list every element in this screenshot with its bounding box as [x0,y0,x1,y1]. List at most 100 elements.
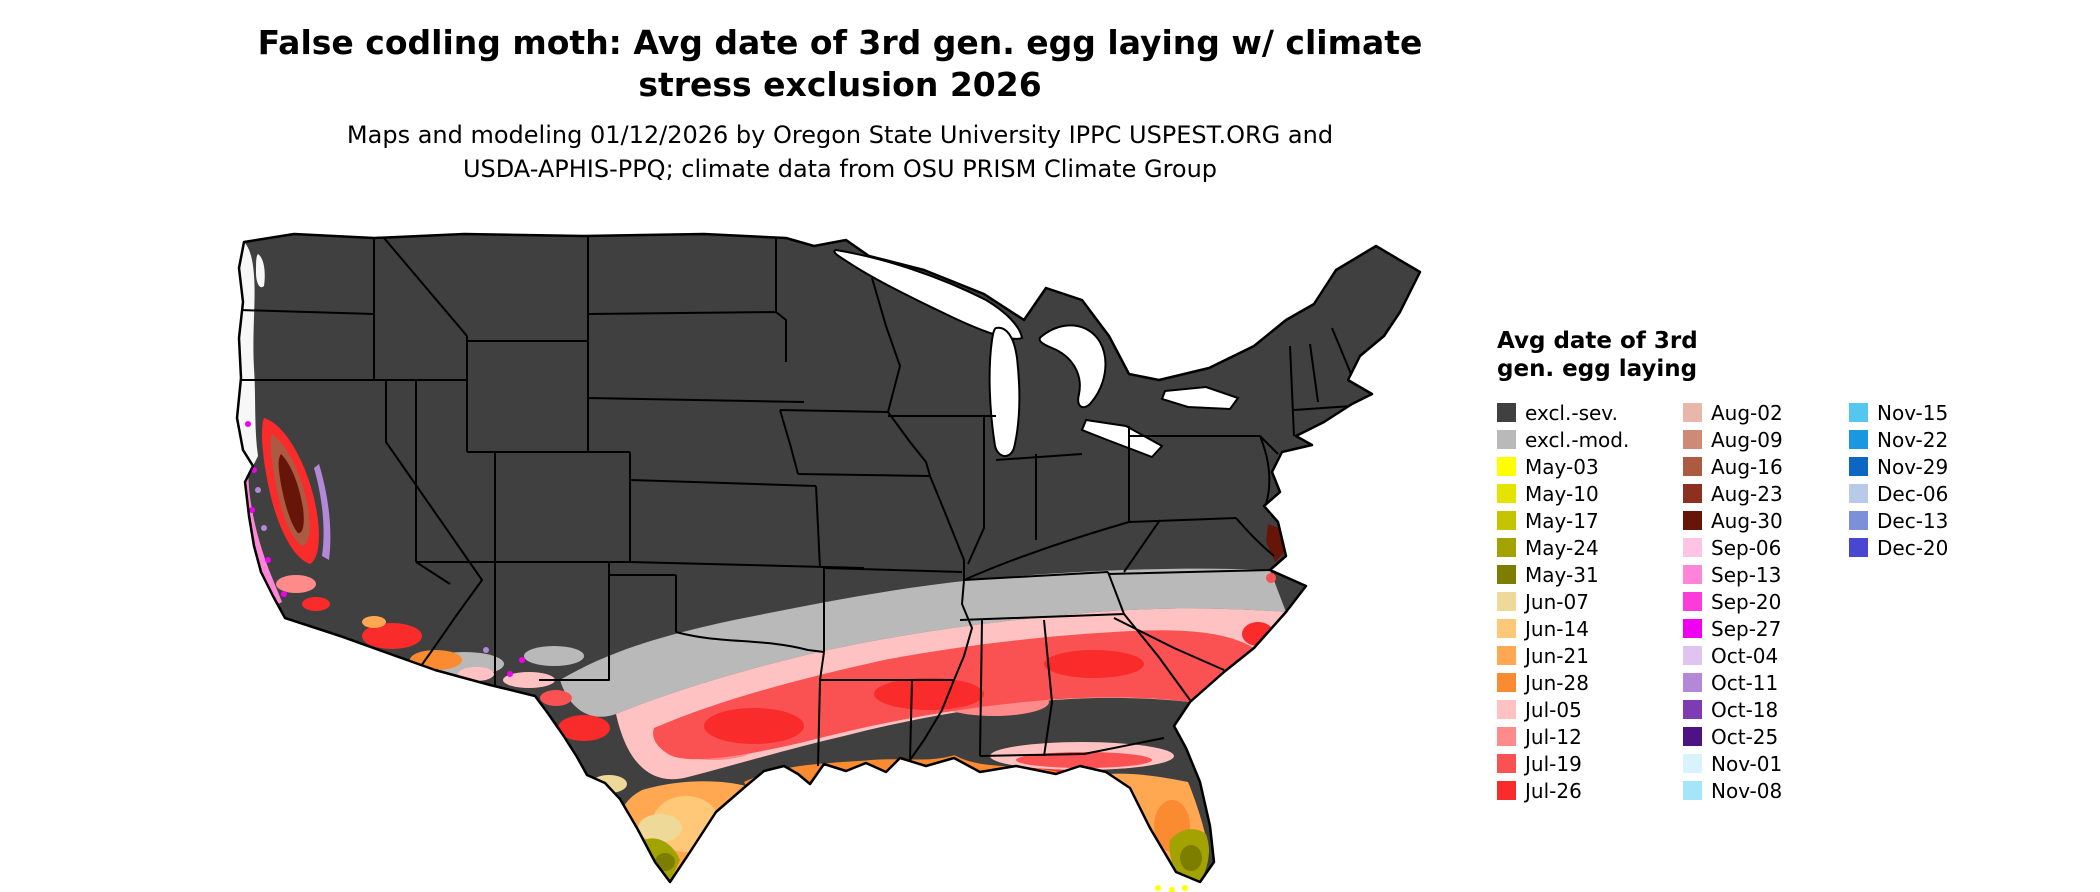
legend-item: Aug-09 [1683,426,1849,453]
map-legend: Avg date of 3rd gen. egg laying excl.-se… [1497,328,2015,804]
region-nw-coast [237,242,258,466]
legend-label: Dec-06 [1877,481,1949,506]
legend-swatch [1497,646,1516,666]
legend-item: May-17 [1497,507,1683,534]
legend-label: Jul-05 [1525,697,1582,722]
region-west-texas-jun07 [591,775,627,793]
legend-swatch [1849,511,1868,531]
legend-item: Nov-29 [1849,453,2015,480]
legend-swatch [1497,457,1516,477]
legend-label: Sep-06 [1711,535,1782,560]
legend-swatch [1497,727,1516,747]
legend-item: Jun-21 [1497,642,1683,669]
legend-item: Aug-02 [1683,399,1849,426]
figure-title: False codling moth: Avg date of 3rd gen.… [0,22,1680,106]
legend-swatch [1497,619,1516,639]
legend-label: Sep-20 [1711,589,1782,614]
legend-item: Oct-25 [1683,723,1849,750]
legend-label: Oct-25 [1711,724,1779,749]
legend-item: Aug-16 [1683,453,1849,480]
legend-swatch [1497,673,1516,693]
legend-item: Aug-30 [1683,507,1849,534]
legend-label: Oct-11 [1711,670,1779,695]
region-elpaso-jul19 [540,690,572,706]
legend-label: Jun-14 [1525,616,1589,641]
legend-item: excl.-mod. [1497,426,1683,453]
legend-label: Nov-01 [1711,751,1783,776]
figure-subtitle-line1: Maps and modeling 01/12/2026 by Oregon S… [346,121,1334,149]
legend-swatch [1497,565,1516,585]
legend-item: May-03 [1497,453,1683,480]
region-jul26-core [558,715,610,741]
legend-label: Nov-29 [1877,454,1949,479]
legend-label: Nov-15 [1877,400,1949,425]
legend-item: Sep-13 [1683,561,1849,588]
legend-item: Sep-27 [1683,615,1849,642]
legend-swatch [1683,457,1702,477]
legend-label: Jul-26 [1525,778,1582,803]
legend-swatch [1683,646,1702,666]
region-ca-valley-aug30 [278,454,304,534]
region-oct11-speck [261,525,267,531]
legend-swatch [1849,457,1868,477]
figure-title-line2: stress exclusion 2026 [638,65,1042,105]
legend-label: excl.-sev. [1525,400,1618,425]
legend-swatch [1497,538,1516,558]
legend-swatch [1849,430,1868,450]
legend-label: Sep-27 [1711,616,1782,641]
region-puget-sound [256,254,265,288]
region-keys-may03 [1155,885,1161,891]
us-map [235,232,1422,892]
legend-item: Sep-06 [1683,534,1849,561]
legend-title: Avg date of 3rd gen. egg laying [1497,328,1698,382]
legend-item: Oct-11 [1683,669,1849,696]
legend-swatch [1683,403,1702,423]
legend-swatch [1497,592,1516,612]
region-sep27-speck [249,507,255,513]
legend-item: Nov-08 [1683,777,1849,804]
legend-label: Dec-13 [1877,508,1949,533]
region-sep27-speck [245,421,251,427]
legend-swatch [1683,538,1702,558]
region-norfolk-jul19 [1266,573,1276,583]
legend-label: Aug-02 [1711,400,1783,425]
legend-item: Nov-01 [1683,750,1849,777]
region-north-florida-jul19 [1016,752,1152,768]
legend-label: Oct-18 [1711,697,1779,722]
great-lakes [833,248,1240,459]
region-jul26-core [874,678,984,710]
region-socal-jul12 [276,575,316,593]
legend-item: Jul-12 [1497,723,1683,750]
legend-item: Dec-20 [1849,534,2015,561]
legend-swatch [1683,781,1702,801]
legend-column: Nov-15 Nov-22 Nov-29 Dec-06 Dec-13 Dec-20 [1849,399,2015,561]
legend-item: Oct-18 [1683,696,1849,723]
figure-title-line1: False codling moth: Avg date of 3rd gen.… [257,23,1423,62]
region-sep27-speck [281,591,287,597]
lake-erie [1080,418,1164,459]
legend-swatch [1683,619,1702,639]
region-sep27-speck [507,671,513,677]
legend-item: excl.-sev. [1497,399,1683,426]
legend-swatch [1497,430,1516,450]
region-south-texas-jun07 [638,814,682,842]
legend-label: May-10 [1525,481,1599,506]
region-south-texas-may31 [655,853,675,871]
legend-swatch [1497,781,1516,801]
legend-swatch [1497,403,1516,423]
region-nm-jul05 [503,672,555,688]
legend-swatch [1849,403,1868,423]
legend-label: Aug-30 [1711,508,1783,533]
legend-swatch [1683,700,1702,720]
legend-item: May-31 [1497,561,1683,588]
figure-subtitle-line2: USDA-APHIS-PPQ; climate data from OSU PR… [462,155,1218,184]
legend-swatch [1497,754,1516,774]
legend-label: May-03 [1525,454,1599,479]
legend-item: Dec-13 [1849,507,2015,534]
legend-item: Dec-06 [1849,480,2015,507]
legend-label: May-24 [1525,535,1599,560]
legend-label: May-31 [1525,562,1599,587]
legend-swatch [1849,484,1868,504]
legend-label: Jul-12 [1525,724,1582,749]
legend-column: Aug-02 Aug-09 Aug-16 Aug-23 Aug-30 Sep-06 Sep-… [1683,399,1849,804]
